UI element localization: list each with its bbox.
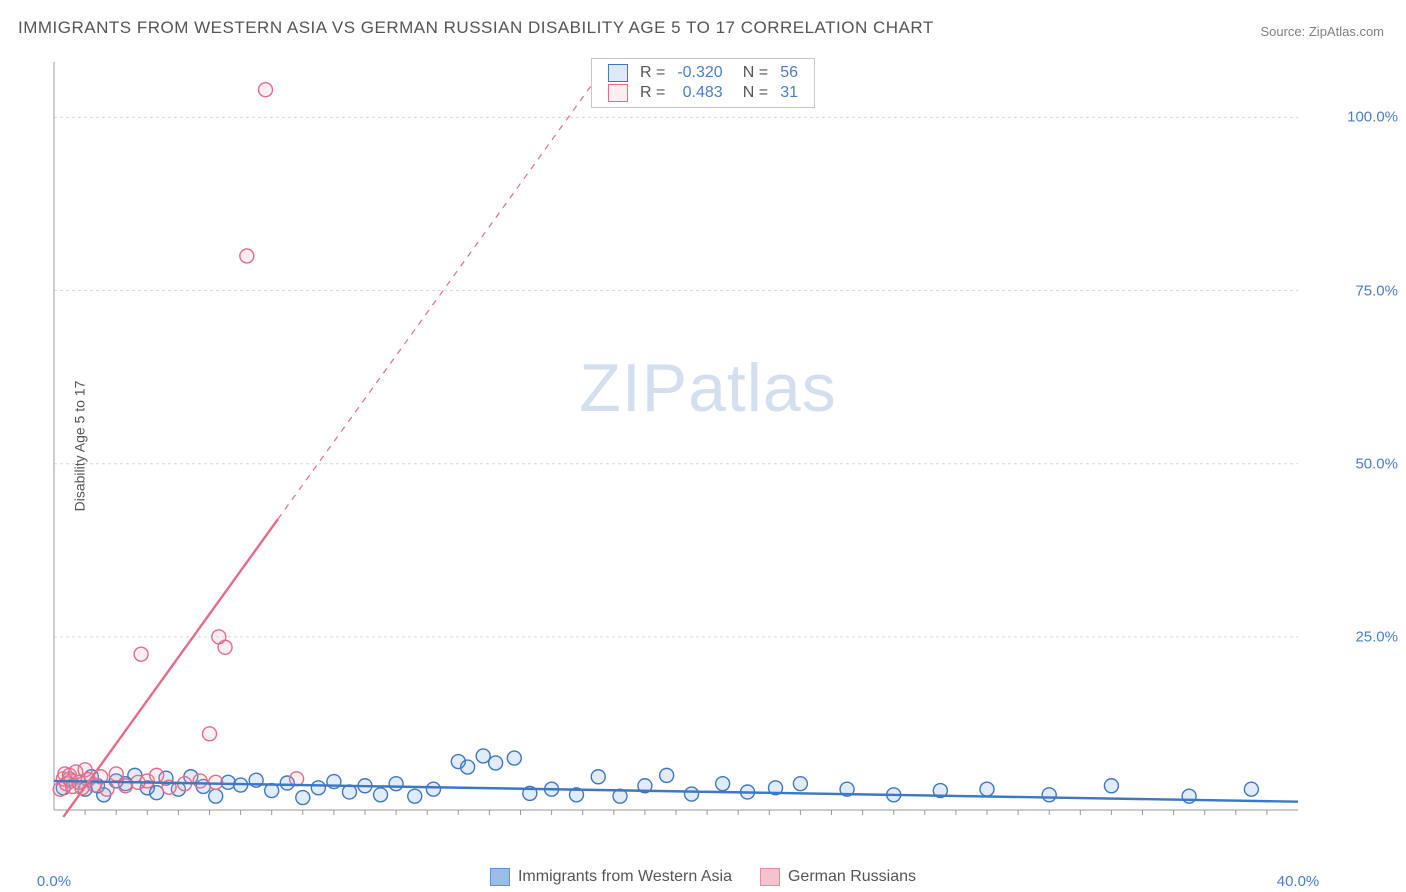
source-label: Source: ZipAtlas.com [1260, 24, 1384, 39]
legend-correlation-row: R =-0.320N =56 [602, 63, 804, 83]
legend-series-item: German Russians [760, 868, 916, 886]
chart-svg [48, 56, 1368, 846]
legend-series-item: Immigrants from Western Asia [490, 868, 732, 886]
legend-correlation-row: R =0.483N =31 [602, 83, 804, 103]
legend-correlation: R =-0.320N =56R =0.483N =31 [591, 58, 815, 108]
chart-title: IMMIGRANTS FROM WESTERN ASIA VS GERMAN R… [18, 18, 934, 38]
y-tick-label: 50.0% [1355, 455, 1398, 472]
y-tick-label: 100.0% [1347, 109, 1398, 126]
x-tick-label: 40.0% [1277, 873, 1320, 890]
y-axis-label: Disability Age 5 to 17 [71, 381, 87, 512]
y-tick-label: 25.0% [1355, 628, 1398, 645]
legend-series: Immigrants from Western Asia German Russi… [490, 868, 916, 886]
y-tick-label: 75.0% [1355, 282, 1398, 299]
x-tick-label: 0.0% [37, 873, 71, 890]
plot-area: ZIPatlas [48, 56, 1368, 846]
